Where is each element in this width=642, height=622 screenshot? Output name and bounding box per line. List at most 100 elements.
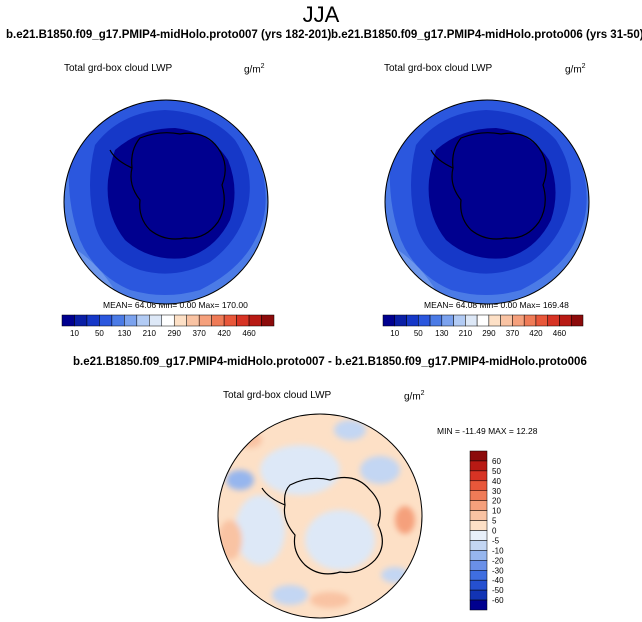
panel-1-colorbar-tick-label: 370 <box>192 329 206 338</box>
panel-3-colorbar-tick-label: -50 <box>492 586 504 595</box>
panel-1-field-core <box>107 128 235 259</box>
panel-3-peninsula <box>261 487 286 506</box>
panel-3-map <box>218 414 422 618</box>
panel-3-colorbar-tick-label: -30 <box>492 566 504 575</box>
panel-3-colorbar-tick-label: 40 <box>492 477 501 486</box>
panel-3-colorbar-swatch <box>469 480 488 491</box>
panel-3-blob <box>334 420 366 440</box>
panel-3-blob <box>305 510 375 570</box>
panel-1-colorbar: 10 50 130 210 290 370 420 460 <box>61 314 275 338</box>
panel-2-field-patch-ne <box>541 100 589 114</box>
panel-1-colorbar-swatch <box>236 314 250 327</box>
panel-1-colorbar-swatch <box>124 314 138 327</box>
panel-3-colorbar-swatch <box>469 530 488 541</box>
panel-3-colorbar-swatch <box>469 470 488 482</box>
panel-2-units: g/m2 <box>565 63 586 76</box>
panel-3-colorbar-swatch <box>469 560 488 571</box>
panel-1-colorbar-swatch <box>136 314 150 327</box>
panel-2-colorbar-swatch <box>453 314 466 327</box>
panel-2-colorbar-swatch <box>512 314 525 327</box>
panel-3-blob <box>226 470 254 490</box>
panel-3-units: g/m2 <box>404 390 425 403</box>
panel-1-colorbar-swatch <box>211 314 225 327</box>
panel-1-colorbar-tick-label: 290 <box>168 329 182 338</box>
panel-2-colorbar-swatch <box>488 314 501 327</box>
panel-3-colorbar-tick-label: 0 <box>492 527 497 536</box>
panel-2-colorbar-tick-label: 130 <box>435 329 449 338</box>
panel-1-colorbar-swatch <box>61 314 75 327</box>
panel-3-stats: MIN = -11.49 MAX = 12.28 <box>437 426 538 436</box>
panel-1-colorbar-tick-label: 210 <box>143 329 157 338</box>
panel-2-colorbar-tick-label: 210 <box>459 329 473 338</box>
panel-2-colorbar-swatch <box>429 314 443 327</box>
season-title: JJA <box>302 2 340 27</box>
panel-1-colorbar-swatch <box>99 314 113 327</box>
panel-1-title: b.e21.B1850.f09_g17.PMIP4-midHolo.proto0… <box>6 29 332 41</box>
panel-1-colorbar-tick-label: 10 <box>70 329 79 338</box>
panel-1-colorbar-swatch <box>111 314 125 327</box>
panel-2-colorbar-swatch <box>441 314 454 327</box>
panel-1-colorbar-swatch <box>74 314 88 327</box>
panel-2-colorbar-swatch <box>523 314 537 327</box>
panel-2-colorbar-swatch <box>394 314 407 327</box>
panel-2-field-core <box>428 128 556 259</box>
panel-1-variable-label: Total grd-box cloud LWP <box>64 63 173 74</box>
panel-1-colorbar-swatch <box>173 314 187 327</box>
panel-3-colorbar-tick-label: -20 <box>492 556 504 565</box>
panel-2-peninsula <box>430 149 454 169</box>
panel-3-colorbar-swatch <box>469 579 488 591</box>
panel-3-blob <box>272 585 308 605</box>
panel-3-map-border <box>217 413 423 619</box>
panel-3-colorbar-tick-label: -40 <box>492 576 504 585</box>
panel-1-stats: MEAN= 64.06 Min= 0.00 Max= 170.00 <box>103 300 248 310</box>
panel-3-colorbar-tick-label: -60 <box>492 596 504 605</box>
panel-3-blob <box>381 567 409 583</box>
panel-2-variable-label: Total grd-box cloud LWP <box>384 63 493 74</box>
panel-1-colorbar-tick-label: 130 <box>118 329 132 338</box>
panel-3-blob <box>260 445 340 495</box>
panel-3-colorbar-swatch <box>469 589 488 601</box>
panel-1-colorbar-swatch <box>149 314 163 327</box>
panel-1-map-border <box>63 99 269 305</box>
panel-1-map <box>64 100 268 304</box>
panel-3-colorbar-swatch <box>469 550 488 561</box>
panel-3-colorbar-tick-label: 60 <box>492 457 501 466</box>
panel-3-colorbar-swatch <box>469 520 488 531</box>
panel-3-coastline <box>283 477 383 575</box>
panel-3-blob <box>360 456 400 484</box>
panel-2-map <box>385 100 589 304</box>
panel-1-colorbar-swatch <box>86 314 100 327</box>
panel-2-colorbar-tick-label: 10 <box>390 329 399 338</box>
panel-2-colorbar-swatch <box>570 314 584 327</box>
panel-3-colorbar-tick-label: 50 <box>492 467 501 476</box>
panel-3-colorbar-swatch <box>469 570 488 581</box>
panel-3-blob <box>395 506 415 534</box>
panel-3-colorbar-swatch <box>469 500 488 511</box>
panel-3-colorbar-swatch <box>469 460 488 472</box>
panel-3-title: b.e21.B1850.f09_g17.PMIP4-midHolo.proto0… <box>73 356 587 368</box>
panel-2-colorbar-tick-label: 50 <box>414 329 423 338</box>
panel-3-colorbar-swatch <box>469 510 488 521</box>
panel-3-colorbar-tick-label: -10 <box>492 546 504 555</box>
panel-3-colorbar-tick-label: 30 <box>492 487 501 496</box>
panel-2-colorbar-tick-label: 290 <box>482 329 496 338</box>
panel-3-blob <box>218 520 242 560</box>
panel-1-colorbar-swatch <box>261 314 275 327</box>
panel-2-coastline <box>451 132 547 240</box>
panel-2-colorbar-swatch <box>465 314 478 327</box>
panel-3-colorbar-tick-label: 5 <box>492 517 497 526</box>
panel-1-units: g/m2 <box>244 63 265 76</box>
panel-1-colorbar-swatch <box>161 314 175 327</box>
panel-3-colorbar-swatch <box>469 599 488 611</box>
panel-1-colorbar-tick-label: 420 <box>217 329 231 338</box>
panel-1-field-patch-ne <box>220 100 268 114</box>
panel-3-variable-label: Total grd-box cloud LWP <box>223 390 332 401</box>
panel-2-colorbar-tick-label: 420 <box>529 329 543 338</box>
panel-3-colorbar-tick-label: 20 <box>492 497 501 506</box>
panel-2-colorbar-swatch <box>559 314 572 327</box>
panel-3-colorbar-tick-label: 10 <box>492 507 501 516</box>
panel-1-colorbar-swatch <box>198 314 212 327</box>
panel-1-colorbar-swatch <box>248 314 262 327</box>
panel-3-blob <box>235 495 285 565</box>
